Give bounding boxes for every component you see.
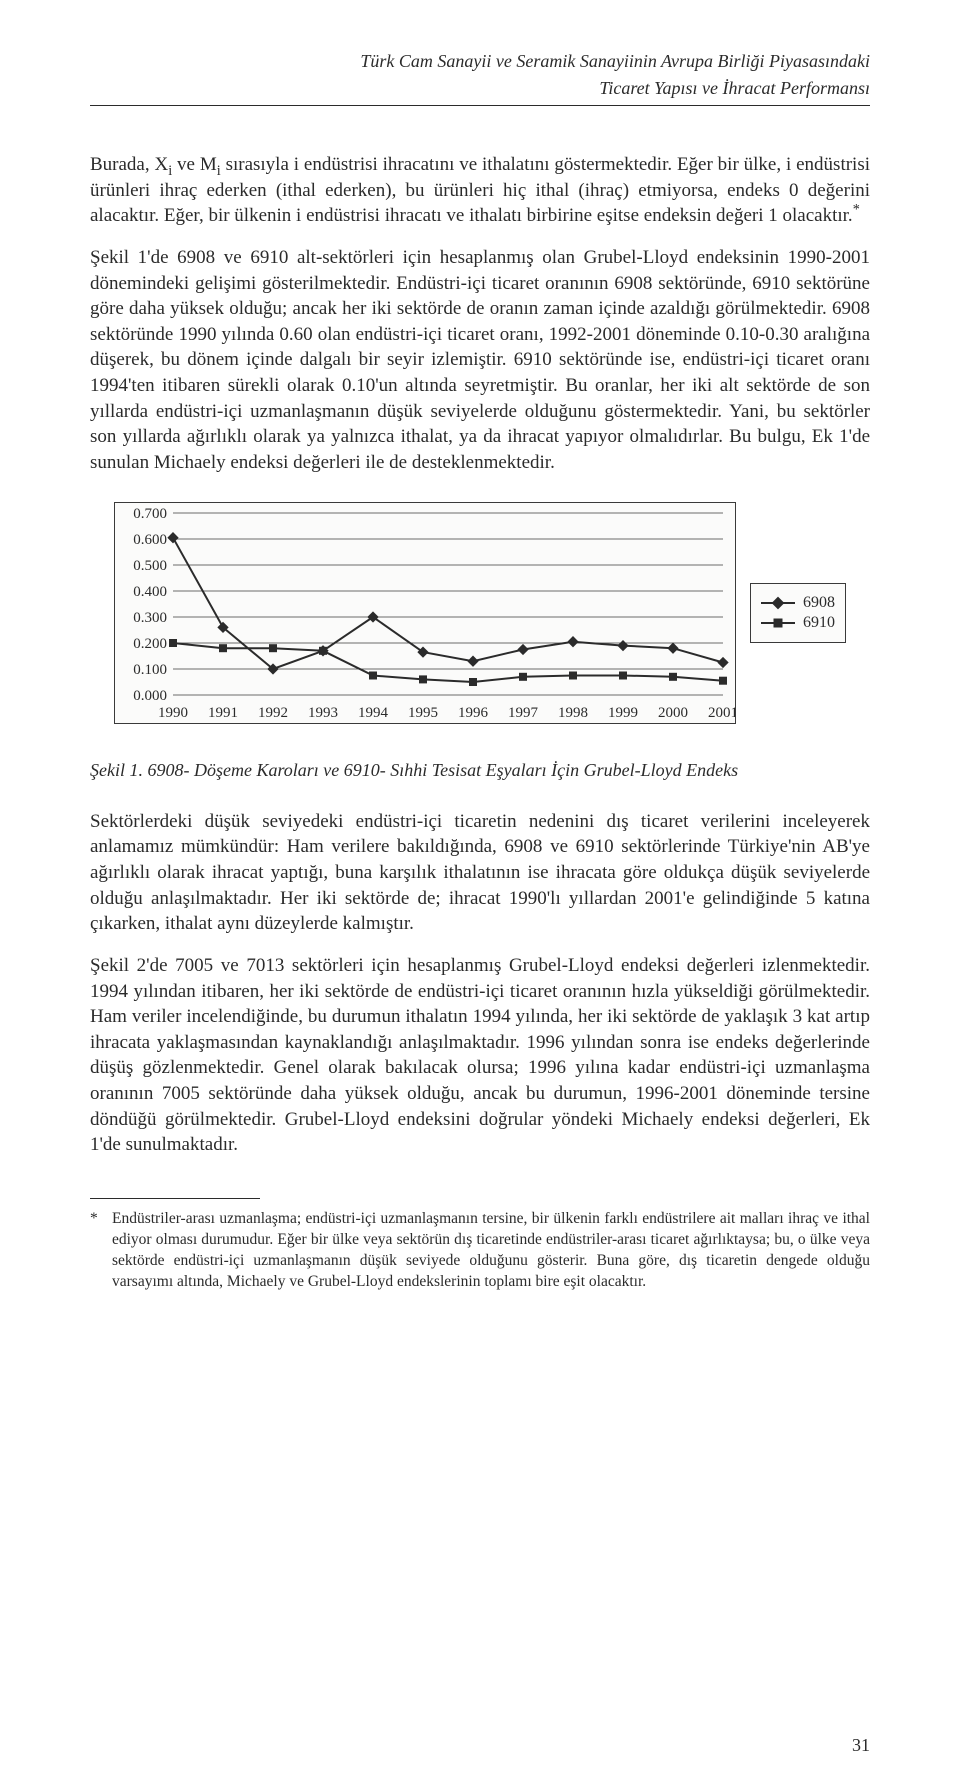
paragraph-1: Burada, Xi ve Mi sırasıyla i endüstrisi … <box>90 152 870 229</box>
running-head-line2: Ticaret Yapısı ve İhracat Performansı <box>90 77 870 100</box>
svg-text:0.500: 0.500 <box>133 558 167 574</box>
header-rule <box>90 105 870 106</box>
svg-text:0.100: 0.100 <box>133 662 167 678</box>
page-number: 31 <box>852 1735 870 1756</box>
chart-plot-area: 0.000 0.100 0.200 0.300 0.400 0.500 0.600 0.700… <box>114 502 736 724</box>
legend-line-6910 <box>761 616 795 630</box>
legend-row-6910: 6910 <box>761 614 835 632</box>
chart-legend: 6908 6910 <box>750 583 846 643</box>
p1-seg-a: Burada, X <box>90 154 168 175</box>
svg-text:0.000: 0.000 <box>133 688 167 704</box>
svg-text:0.200: 0.200 <box>133 636 167 652</box>
paragraph-2: Şekil 1'de 6908 ve 6910 alt-sektörleri i… <box>90 245 870 476</box>
svg-text:1993: 1993 <box>308 705 338 721</box>
footnote-mark: * <box>90 1209 112 1293</box>
svg-text:1995: 1995 <box>408 705 438 721</box>
footnote: * Endüstriler-arası uzmanlaşma; endüstri… <box>90 1209 870 1293</box>
svg-text:0.700: 0.700 <box>133 506 167 522</box>
svg-text:1997: 1997 <box>508 705 539 721</box>
diamond-marker-icon <box>772 596 785 609</box>
running-head-line1: Türk Cam Sanayii ve Seramik Sanayiinin A… <box>90 50 870 73</box>
p1-seg-b: ve M <box>172 154 217 175</box>
svg-text:1999: 1999 <box>608 705 638 721</box>
svg-text:1994: 1994 <box>358 705 389 721</box>
paragraph-3: Sektörlerdeki düşük seviyedeki endüstri-… <box>90 809 870 937</box>
paragraph-4: Şekil 2'de 7005 ve 7013 sektörleri için … <box>90 953 870 1158</box>
p1-footnote-mark: * <box>853 202 860 218</box>
legend-row-6908: 6908 <box>761 594 835 612</box>
figure-1: 0.000 0.100 0.200 0.300 0.400 0.500 0.600 0.700… <box>90 502 870 724</box>
svg-text:0.400: 0.400 <box>133 584 167 600</box>
chart-svg: 0.000 0.100 0.200 0.300 0.400 0.500 0.600 0.700… <box>115 503 735 723</box>
svg-text:2001: 2001 <box>708 705 735 721</box>
svg-text:1990: 1990 <box>158 705 188 721</box>
square-marker-icon <box>774 618 783 627</box>
svg-text:1996: 1996 <box>458 705 489 721</box>
legend-line-6908 <box>761 596 795 610</box>
svg-text:1992: 1992 <box>258 705 288 721</box>
footnote-text: Endüstriler-arası uzmanlaşma; endüstri-i… <box>112 1209 870 1293</box>
svg-text:2000: 2000 <box>658 705 688 721</box>
svg-text:0.600: 0.600 <box>133 532 167 548</box>
figure-1-caption: Şekil 1. 6908- Döşeme Karoları ve 6910- … <box>90 760 870 781</box>
svg-text:1998: 1998 <box>558 705 588 721</box>
footnote-rule <box>90 1198 260 1199</box>
legend-label-6910: 6910 <box>803 614 835 632</box>
svg-text:0.300: 0.300 <box>133 610 167 626</box>
svg-text:1991: 1991 <box>208 705 238 721</box>
legend-label-6908: 6908 <box>803 594 835 612</box>
